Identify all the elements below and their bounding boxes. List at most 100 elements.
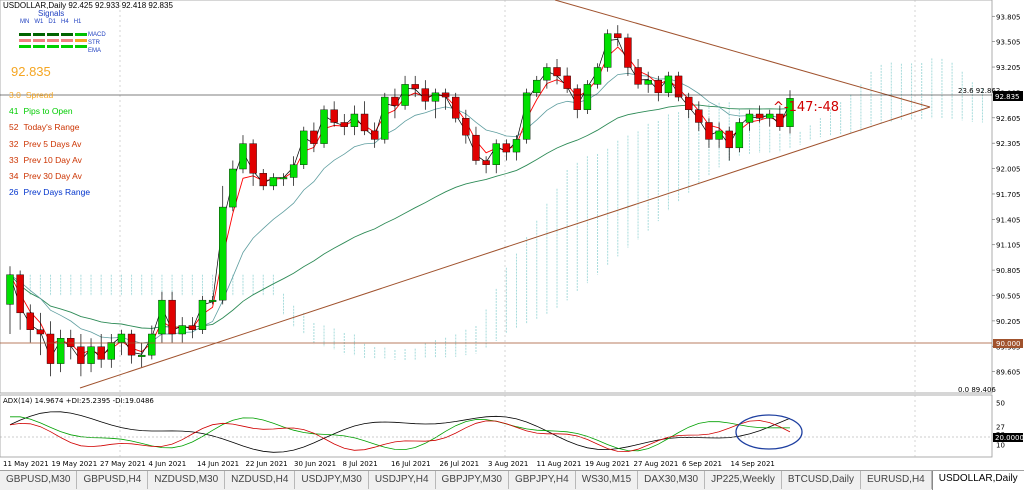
candle-body xyxy=(67,338,75,347)
chart-tab[interactable]: GBPJPY,H4 xyxy=(509,471,576,489)
price-tick-label: 90.805 xyxy=(996,267,1021,275)
chart-tab[interactable]: NZDUSD,H4 xyxy=(225,471,296,489)
price-tick-label: 89.605 xyxy=(996,369,1021,377)
adx-label: ADX(14) 14.9674 +DI:25.2395 -DI:19.0486 xyxy=(3,397,154,405)
tf-d1: D1 xyxy=(48,19,57,25)
support-trendline[interactable] xyxy=(79,106,931,389)
info-row-label: Spread xyxy=(25,90,54,100)
chart-tab[interactable]: JP225,Weekly xyxy=(705,471,782,489)
chart-tab[interactable]: USDOLLAR,Daily xyxy=(931,471,1024,490)
tf-mn: MN xyxy=(20,19,30,25)
candle-body xyxy=(370,130,379,140)
price-tick-label: 92.305 xyxy=(996,140,1021,148)
adx-tick-label: 50 xyxy=(996,399,1005,407)
price-tick-label: 91.705 xyxy=(996,191,1021,199)
candle-body xyxy=(16,274,24,314)
info-row: 34 Prev 30 Day Av xyxy=(9,168,90,184)
info-panel: 3.0 Spread 41 Pips to Open 52 Today's Range 32… xyxy=(9,87,90,200)
info-row-value: 26 xyxy=(9,187,19,198)
candle-body xyxy=(563,75,571,89)
candles xyxy=(6,25,794,377)
price-tick-label: 90.205 xyxy=(996,318,1021,326)
candle-body xyxy=(188,325,197,330)
date-tick-label: 11 Aug 2021 xyxy=(537,460,582,468)
candle-body xyxy=(492,143,500,165)
candle-body xyxy=(117,333,126,343)
candle-body xyxy=(46,333,55,364)
candle-body xyxy=(695,109,703,123)
fib-23-label: 23.6 92.862 xyxy=(958,87,1000,95)
chart-tab[interactable]: EURUSD,H4 xyxy=(861,471,932,489)
candle-body xyxy=(26,312,34,330)
chart-tab[interactable]: BTCUSD,Daily xyxy=(782,471,861,489)
candle-body xyxy=(56,338,65,364)
adx-highlight-circle xyxy=(735,414,803,450)
chart-tab[interactable]: GBPUSD,H4 xyxy=(77,471,149,489)
chart-tab[interactable]: DAX30,M30 xyxy=(638,471,706,489)
price-tick-label: 90.505 xyxy=(996,293,1021,301)
info-row-value: 33 xyxy=(9,154,19,165)
candle-body xyxy=(644,79,652,85)
level-90-label: 90.000 xyxy=(996,340,1021,348)
candle-body xyxy=(178,325,186,335)
candle-body xyxy=(411,84,419,89)
candle-body xyxy=(745,113,754,123)
adx-frame xyxy=(0,394,993,458)
date-tick-label: 4 Jun 2021 xyxy=(149,460,187,468)
minus-di-line xyxy=(9,420,791,453)
candle-body xyxy=(107,342,115,360)
date-tick-label: 26 Jul 2021 xyxy=(440,460,480,468)
pip-annotation: ^-147:-48 xyxy=(773,100,839,115)
candle-body xyxy=(755,113,764,119)
chart-tab[interactable]: WS30,M15 xyxy=(576,471,639,489)
candle-body xyxy=(381,96,389,140)
candle-body xyxy=(289,164,298,178)
date-tick-label: 30 Jun 2021 xyxy=(294,460,336,468)
candle-body xyxy=(685,96,693,110)
chart-tab[interactable]: GBPUSD,M30 xyxy=(0,471,78,489)
chart-tab[interactable]: USDJPY,H4 xyxy=(369,471,436,489)
chart-tab[interactable]: GBPJPY,M30 xyxy=(436,471,509,489)
price-axis: 93.80593.50593.20592.90592.60592.30592.0… xyxy=(992,13,1021,377)
candle-body xyxy=(137,354,146,357)
candle-body xyxy=(674,75,683,98)
candle-body xyxy=(340,122,348,127)
candle-body xyxy=(654,79,663,94)
date-tick-label: 19 Aug 2021 xyxy=(585,460,630,468)
candle-body xyxy=(603,33,612,68)
candle-body xyxy=(543,67,551,81)
candle-body xyxy=(391,96,399,106)
candle-body xyxy=(593,67,602,85)
candle-body xyxy=(614,33,622,39)
chart-canvas[interactable]: 23.6 92.862 0.0 89.406 ^-147:-48 93.805 9… xyxy=(0,0,1024,470)
tf-w1: W1 xyxy=(34,19,44,25)
candle-body xyxy=(502,143,511,153)
date-tick-label: 6 Sep 2021 xyxy=(682,460,722,468)
current-price-box xyxy=(993,91,1023,101)
info-row-value: 32 xyxy=(9,138,19,149)
date-tick-label: 19 May 2021 xyxy=(52,460,98,468)
candle-body xyxy=(533,79,541,94)
date-tick-label: 27 May 2021 xyxy=(100,460,146,468)
price-chart[interactable]: 23.6 92.862 0.0 89.406 ^-147:-48 93.805 9… xyxy=(0,0,1024,470)
ind-str: STR xyxy=(88,40,100,46)
adx-tick-label: 10 xyxy=(996,441,1005,449)
candle-body xyxy=(259,173,267,187)
adx-tick-label: 27 xyxy=(996,424,1005,432)
indicator-labels: MACD STR EMA xyxy=(88,31,106,55)
info-row-label: Pips to Open xyxy=(23,106,73,117)
chart-tab[interactable]: NZDUSD,M30 xyxy=(148,471,226,489)
info-row: 26 Prev Days Range xyxy=(9,184,90,200)
price-tick-label: 93.505 xyxy=(996,39,1021,47)
current-price-display: 92.835 xyxy=(11,64,51,79)
resistance-trendline[interactable] xyxy=(554,0,931,108)
price-tick-label: 93.205 xyxy=(996,64,1021,72)
price-tick-label: 92.605 xyxy=(996,115,1021,123)
info-row-value: 52 xyxy=(9,122,19,133)
symbol-header: USDOLLAR,Daily 92.425 92.933 92.418 92.8… xyxy=(3,1,173,10)
price-tick-label: 93.805 xyxy=(996,13,1021,21)
chart-tab[interactable]: USDJPY,M30 xyxy=(295,471,369,489)
candle-body xyxy=(148,333,156,356)
level-90-box xyxy=(993,339,1023,348)
info-row-label: Prev 5 Days Av xyxy=(23,138,82,149)
